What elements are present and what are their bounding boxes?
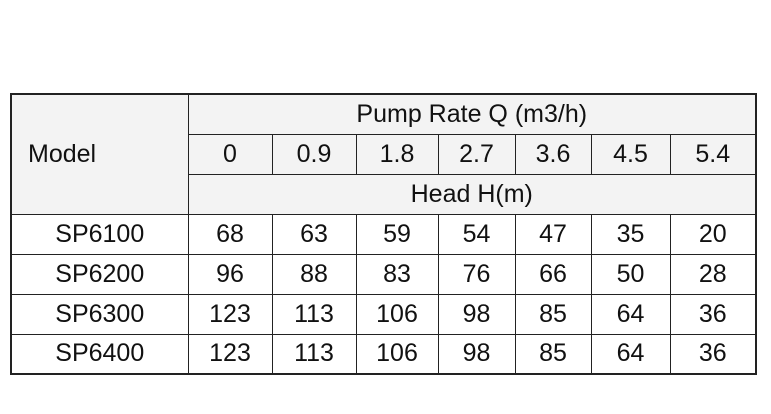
head-value: 63 <box>271 213 357 255</box>
head-value: 68 <box>187 213 273 255</box>
head-value: 113 <box>271 293 357 335</box>
head-value: 98 <box>437 333 516 375</box>
data-row: SP6300 123 113 106 98 85 64 36 <box>10 293 757 335</box>
head-value: 83 <box>355 253 439 295</box>
rate-cell: 2.7 <box>437 133 516 175</box>
head-value: 36 <box>669 293 757 335</box>
rate-cell: 4.5 <box>590 133 671 175</box>
data-row: SP6200 96 88 83 76 66 50 28 <box>10 253 757 295</box>
head-value: 98 <box>437 293 516 335</box>
head-value: 50 <box>590 253 671 295</box>
rate-cell: 1.8 <box>355 133 439 175</box>
head-value: 85 <box>514 293 592 335</box>
head-value: 28 <box>669 253 757 295</box>
head-value: 47 <box>514 213 592 255</box>
model-header: Model <box>10 93 189 215</box>
head-value: 106 <box>355 293 439 335</box>
rate-cell: 3.6 <box>514 133 592 175</box>
head-header: Head H(m) <box>187 173 757 215</box>
rate-cell: 0 <box>187 133 273 175</box>
head-value: 54 <box>437 213 516 255</box>
head-value: 36 <box>669 333 757 375</box>
head-value: 59 <box>355 213 439 255</box>
model-name: SP6300 <box>10 293 189 335</box>
head-value: 113 <box>271 333 357 375</box>
head-value: 123 <box>187 293 273 335</box>
head-value: 64 <box>590 293 671 335</box>
head-value: 88 <box>271 253 357 295</box>
model-name: SP6100 <box>10 213 189 255</box>
data-row: SP6400 123 113 106 98 85 64 36 <box>10 333 757 375</box>
head-value: 85 <box>514 333 592 375</box>
head-value: 66 <box>514 253 592 295</box>
head-value: 35 <box>590 213 671 255</box>
model-name: SP6200 <box>10 253 189 295</box>
head-value: 123 <box>187 333 273 375</box>
model-name: SP6400 <box>10 333 189 375</box>
header-row: Model Pump Rate Q (m3/h) <box>10 93 757 215</box>
head-value: 76 <box>437 253 516 295</box>
rate-cell: 0.9 <box>271 133 357 175</box>
head-value: 64 <box>590 333 671 375</box>
pump-rate-header: Pump Rate Q (m3/h) <box>187 93 757 135</box>
pump-table: Model Pump Rate Q (m3/h) 0 0.9 1.8 2.7 3.6 4.5 5… <box>10 93 757 375</box>
data-row: SP6100 68 63 59 54 47 35 20 <box>10 213 757 255</box>
head-value: 106 <box>355 333 439 375</box>
head-value: 20 <box>669 213 757 255</box>
head-row: Head H(m) <box>11 173 757 215</box>
rates-row: 0 0.9 1.8 2.7 3.6 4.5 5.4 <box>11 133 757 175</box>
rate-cell: 5.4 <box>669 133 757 175</box>
head-value: 96 <box>187 253 273 295</box>
